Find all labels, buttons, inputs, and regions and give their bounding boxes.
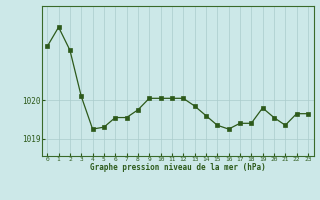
X-axis label: Graphe pression niveau de la mer (hPa): Graphe pression niveau de la mer (hPa) [90, 163, 266, 172]
